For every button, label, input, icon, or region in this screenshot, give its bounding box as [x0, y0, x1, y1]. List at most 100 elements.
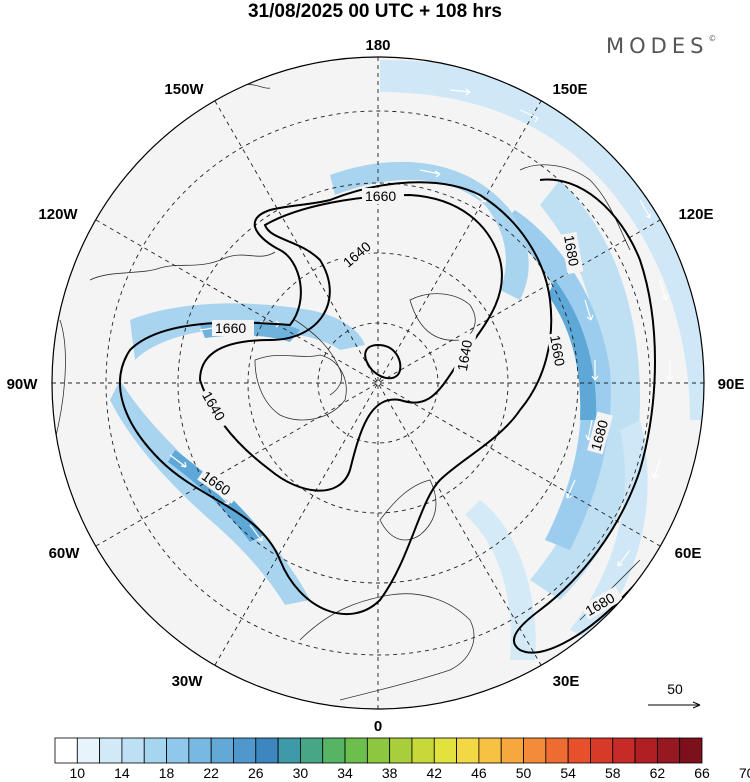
colorbar-tick-label: 70	[739, 765, 750, 781]
label-bg	[580, 586, 624, 620]
wind-arrow	[519, 109, 539, 123]
lon-label-0: 0	[374, 718, 382, 735]
contour-1660	[119, 181, 553, 616]
contour-label: 1660	[547, 334, 568, 368]
colorbar-swatch	[277, 737, 301, 764]
lon-label-60e: 60E	[675, 545, 702, 562]
label-bg	[337, 233, 379, 271]
wind-speed-shading	[110, 60, 704, 660]
label-bg	[212, 320, 254, 336]
reference-arrow-head	[692, 701, 701, 709]
colorbar-tick-label: 18	[159, 765, 175, 781]
label-bg	[587, 411, 613, 455]
map-disc	[52, 57, 704, 709]
colorbar-swatch	[634, 737, 658, 764]
colorbar-swatch	[523, 737, 547, 764]
lat-circle-50	[105, 110, 651, 656]
wind-arrow	[419, 169, 441, 178]
coast-siberia-islands	[409, 293, 476, 341]
wind-arrow	[591, 360, 599, 381]
colorbar-tick-label: 34	[337, 765, 353, 781]
lon-label-30e: 30E	[553, 673, 580, 690]
lon-label-150w: 150W	[164, 81, 204, 98]
reference-vector-label: 50	[667, 681, 683, 697]
longitude-labels: 180 150E 120E 90E 60E 30E 0 30W 60W 90W …	[7, 37, 745, 735]
contour-polar-low	[364, 343, 402, 380]
label-bg	[560, 231, 584, 275]
colorbar-swatch	[54, 737, 78, 764]
label-bg	[197, 466, 241, 504]
wind-arrow	[639, 199, 651, 219]
colorbar-tick-label: 14	[114, 765, 130, 781]
coast-europe-africa	[299, 593, 475, 701]
lat-circle-60	[177, 182, 579, 584]
contour-label: 1680	[561, 234, 582, 268]
lon-label-150e: 150E	[552, 81, 587, 98]
colorbar-swatch	[433, 737, 457, 764]
colorbar-swatch	[233, 737, 257, 764]
colorbar-ticks: 10 14 18 22 26 30 34 38 42 46 50 54 58 62 66 70	[70, 765, 750, 781]
jet-core-canada	[130, 303, 365, 360]
colorbar-swatch	[99, 737, 123, 764]
label-bg	[362, 188, 404, 204]
wind-arrow	[566, 479, 576, 499]
lon-label-90w: 90W	[7, 376, 39, 393]
wind-arrow	[584, 299, 594, 321]
jet-band-europe	[465, 500, 536, 660]
colorbar	[54, 737, 703, 764]
coast-scandinavia	[379, 479, 437, 541]
colorbar-tick-label: 58	[605, 765, 621, 781]
colorbar-tick-label: 50	[516, 765, 532, 781]
colorbar-swatch	[656, 737, 681, 764]
lon-label-120e: 120E	[678, 206, 713, 223]
jet-core-asia	[500, 210, 611, 550]
colorbar-swatch	[344, 737, 368, 764]
contour-label: 1640	[454, 338, 475, 372]
colorbar-tick-label: 22	[203, 765, 219, 781]
colorbar-swatch	[389, 737, 413, 764]
map-border	[51, 56, 705, 710]
wind-arrow	[169, 454, 187, 468]
jet-band-pacific-outer	[380, 60, 704, 420]
colorbar-swatch	[188, 737, 212, 764]
colorbar-tick-label: 26	[248, 765, 264, 781]
label-bg	[453, 331, 477, 375]
lon-label-90e: 90E	[718, 376, 745, 393]
wind-arrow	[617, 549, 631, 567]
lon-label-120w: 120W	[38, 206, 78, 223]
jet-band-siberia	[570, 420, 648, 640]
colorbar-swatch	[255, 737, 279, 764]
colorbar-swatch	[166, 737, 190, 764]
colorbar-tick-label: 62	[650, 765, 666, 781]
colorbar-swatch	[612, 737, 636, 764]
colorbar-swatch	[545, 737, 569, 764]
wind-arrow	[249, 524, 263, 542]
wind-arrow	[449, 88, 471, 96]
coast-greenland	[254, 354, 347, 421]
colorbar-swatch	[679, 737, 703, 764]
reference-vector: 50	[648, 681, 701, 709]
contour-label: 1660	[215, 320, 246, 336]
colorbar-tick-label: 54	[560, 765, 576, 781]
colorbar-swatch	[366, 737, 391, 764]
colorbar-tick-label: 66	[694, 765, 710, 781]
coast-north-america	[89, 251, 276, 281]
colorbar-swatch	[590, 737, 614, 764]
colorbar-swatch	[322, 737, 346, 764]
colorbar-tick-label: 46	[471, 765, 487, 781]
label-bg	[198, 386, 232, 430]
colorbar-swatch	[300, 737, 324, 764]
wind-arrow	[659, 279, 669, 301]
colorbar-swatch	[411, 737, 435, 764]
colorbar-swatch	[478, 737, 502, 764]
colorbar-tick-label: 30	[293, 765, 309, 781]
modes-logo: MODES©	[606, 34, 716, 58]
brand-name: MODES	[606, 34, 709, 58]
colorbar-swatch	[210, 737, 234, 764]
colorbar-swatch	[76, 737, 101, 764]
colorbar-swatch	[143, 737, 167, 764]
map-title: 31/08/2025 00 UTC + 108 hrs	[247, 1, 503, 22]
contour-label: 1680	[588, 418, 612, 452]
wind-arrow	[651, 459, 661, 479]
